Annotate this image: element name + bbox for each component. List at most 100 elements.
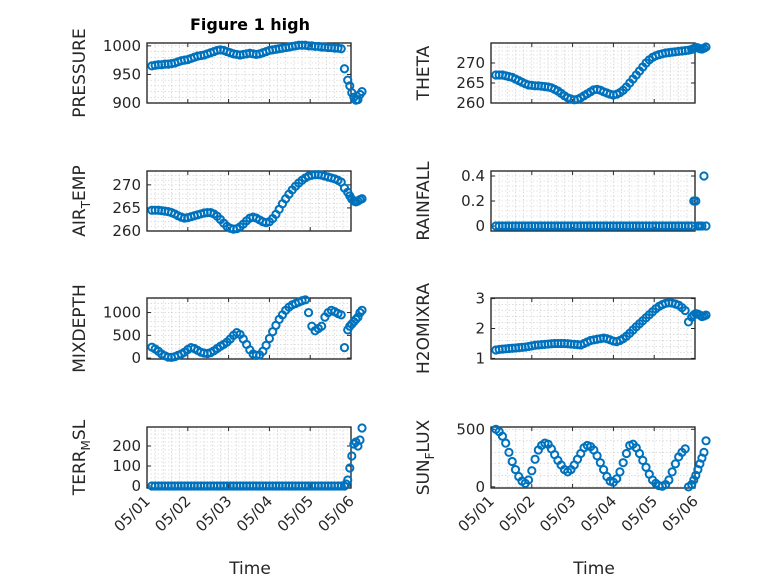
- y-axis-label: THETA: [414, 45, 434, 101]
- y-tick-label: 950: [112, 65, 141, 83]
- data-point: [701, 436, 711, 446]
- data-point: [347, 451, 357, 461]
- data-point: [701, 42, 711, 52]
- data-point: [507, 456, 517, 467]
- subplot-3: 260 265 270 AIRTEMP: [70, 165, 367, 240]
- y-tick-label: 260: [456, 94, 485, 112]
- data-point: [599, 464, 609, 475]
- data-point: [701, 221, 711, 231]
- y-tick-label: 900: [112, 94, 141, 112]
- x-tick-label: 05/02: [151, 492, 194, 535]
- data-point: [357, 305, 367, 315]
- data-point: [336, 44, 346, 54]
- subplot-6: 1 2 3 H2OMIXRA: [414, 283, 711, 374]
- y-tick-label: 1000: [103, 37, 141, 55]
- data-point: [638, 455, 648, 465]
- subplot-4: 0 0.2 0.4 RAINFALL: [414, 161, 711, 241]
- data-point: [664, 475, 674, 485]
- y-tick-label: 3: [475, 290, 485, 308]
- x-tick-label: 05/01: [455, 492, 498, 535]
- x-tick-label: 05/04: [233, 492, 276, 535]
- data-point: [615, 467, 625, 477]
- y-axis-label: H2OMIXRA: [414, 283, 434, 374]
- data-point: [353, 94, 363, 105]
- y-tick-label: 100: [112, 457, 141, 475]
- y-tick-label: 500: [456, 420, 485, 438]
- data-point: [336, 481, 346, 491]
- data-point: [357, 86, 367, 97]
- data-point: [527, 466, 537, 476]
- data-point: [317, 321, 327, 331]
- data-point: [347, 88, 357, 98]
- data-point: [687, 479, 697, 490]
- y-axis-label: MIXDEPTH: [70, 284, 90, 373]
- y-tick-label: 0: [475, 478, 485, 496]
- data-point: [612, 474, 622, 484]
- data-point: [357, 423, 367, 433]
- axes-border: [146, 42, 352, 104]
- data-point: [355, 435, 365, 445]
- data-point: [504, 447, 514, 457]
- y-axis-label: SUNFLUX: [414, 419, 437, 495]
- axes-border: [490, 426, 696, 489]
- x-axis-label-left: Time: [228, 559, 271, 579]
- x-tick-label: 05/05: [274, 492, 317, 535]
- y-tick-label: 270: [112, 176, 141, 194]
- data-point: [670, 459, 681, 469]
- x-tick-label: 05/04: [577, 492, 620, 535]
- x-tick-label: 05/05: [618, 492, 661, 535]
- y-tick-label: 500: [112, 326, 141, 344]
- y-tick-label: 1000: [103, 304, 141, 322]
- data-point: [621, 448, 632, 459]
- data-point: [339, 64, 350, 74]
- data-point: [634, 448, 645, 459]
- subplot-2: 260 265 270 THETA: [414, 42, 711, 112]
- y-tick-label: 200: [112, 437, 141, 455]
- subplot-5: 0 500 1000 MIXDEPTH: [70, 284, 367, 373]
- x-tick-label: 05/06: [659, 492, 702, 535]
- data-point: [699, 171, 709, 181]
- data-point: [689, 475, 699, 485]
- y-axis-label: AIRTEMP: [70, 165, 93, 236]
- data-point: [339, 343, 350, 353]
- y-tick-label: 1: [475, 349, 485, 367]
- axes-box: [146, 297, 352, 360]
- data-point: [336, 310, 346, 320]
- data-point: [701, 310, 711, 320]
- axes-border: [490, 42, 696, 104]
- data-point: [592, 451, 602, 461]
- x-axis-label-right: Time: [572, 559, 615, 579]
- data-point: [300, 295, 310, 305]
- figure-title: Figure 1 high: [190, 15, 310, 34]
- data-point: [303, 307, 314, 318]
- subplot-1: 900 950 1000 PRESSURE: [70, 28, 367, 118]
- x-tick-label: 05/03: [192, 492, 235, 535]
- data-point: [641, 462, 651, 472]
- data-point: [523, 475, 534, 485]
- data-point: [680, 305, 690, 316]
- x-tick-label: 05/02: [495, 492, 538, 535]
- data-point: [497, 431, 508, 441]
- y-tick-label: 260: [112, 222, 141, 240]
- data-point: [691, 196, 701, 206]
- x-tick-label: 05/06: [315, 492, 358, 535]
- y-tick-label: 265: [456, 74, 485, 92]
- y-tick-label: 0.2: [461, 192, 485, 210]
- axes-box: [146, 426, 352, 489]
- data-point: [697, 221, 707, 231]
- data-point: [683, 221, 694, 231]
- y-axis-label: RAINFALL: [414, 161, 434, 241]
- x-tick-label: 05/03: [536, 492, 579, 535]
- data-point: [510, 464, 521, 475]
- y-tick-label: 270: [456, 54, 485, 72]
- data-point: [530, 454, 540, 464]
- data-point: [618, 458, 628, 468]
- data-point: [343, 475, 353, 485]
- y-axis-label: PRESSURE: [70, 28, 90, 117]
- y-tick-label: 265: [112, 199, 141, 217]
- y-tick-label: 0: [475, 217, 485, 235]
- data-point: [699, 447, 709, 457]
